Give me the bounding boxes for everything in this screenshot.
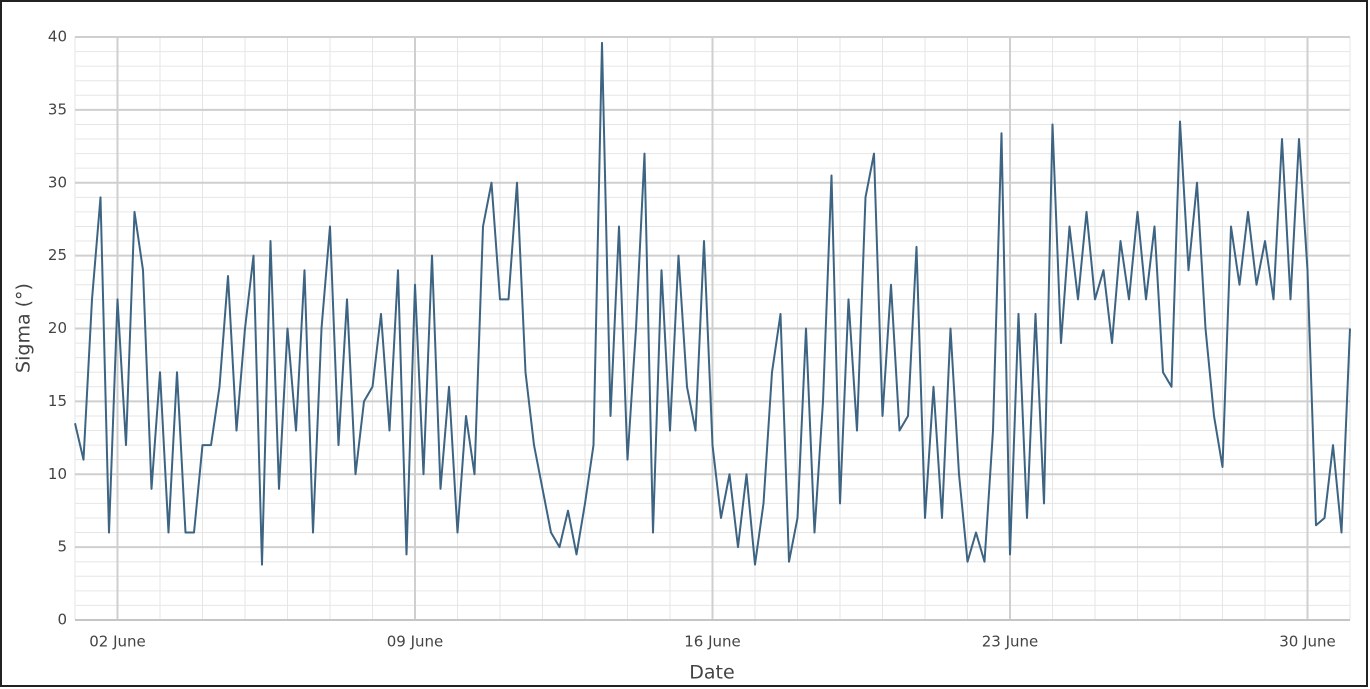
y-tick-label: 0 bbox=[57, 611, 67, 629]
data-line bbox=[74, 41, 1351, 566]
x-tick-label: 02 June bbox=[89, 633, 146, 651]
y-axis-title: Sigma (°) bbox=[13, 283, 35, 373]
x-tick-label: 23 June bbox=[982, 633, 1039, 651]
y-tick-label: 30 bbox=[48, 173, 67, 191]
y-tick-label: 40 bbox=[48, 28, 67, 46]
y-tick-label: 35 bbox=[48, 100, 67, 118]
y-tick-label: 10 bbox=[48, 465, 67, 483]
y-tick-label: 20 bbox=[48, 319, 67, 337]
x-axis-title: Date bbox=[689, 662, 734, 684]
x-tick-label: 16 June bbox=[684, 633, 741, 651]
x-tick-label: 09 June bbox=[387, 633, 444, 651]
y-tick-label: 5 bbox=[57, 538, 67, 556]
y-tick-label: 15 bbox=[48, 392, 67, 410]
x-tick-label: 30 June bbox=[1279, 633, 1336, 651]
y-tick-label: 25 bbox=[48, 246, 67, 264]
